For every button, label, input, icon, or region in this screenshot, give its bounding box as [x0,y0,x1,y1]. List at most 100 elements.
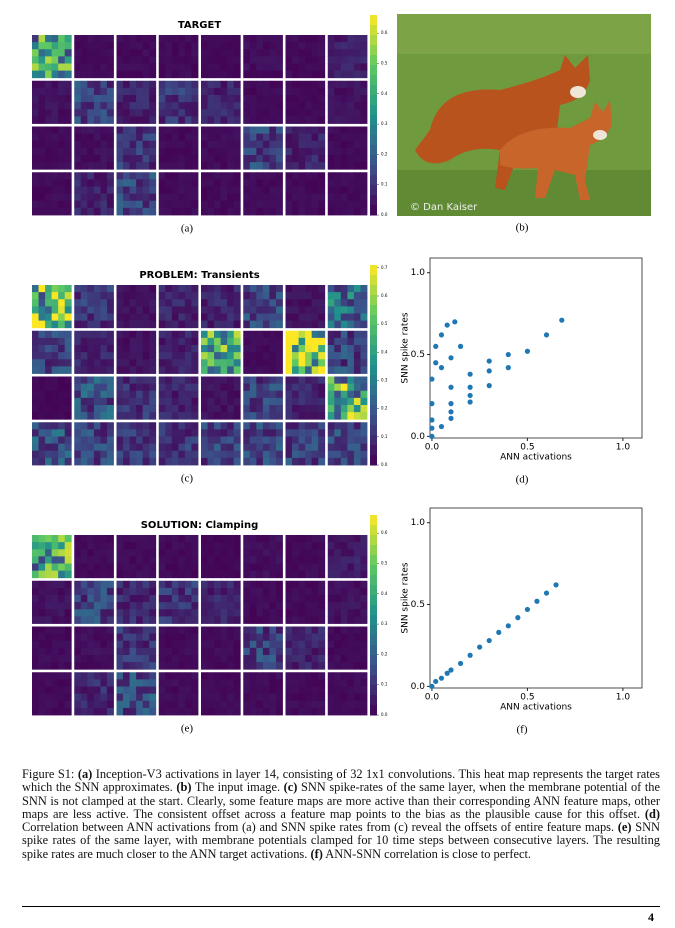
colorbar-segment [370,115,377,126]
heatmap-pixel [298,633,306,642]
heatmap-pixel [256,450,264,459]
heatmap-pixel [292,549,299,557]
heatmap-pixel [51,556,59,564]
heatmap-pixel [51,707,59,716]
heatmap-pixel [100,700,108,709]
heatmap-pixel [184,155,192,163]
heatmap-pixel [106,580,114,589]
heatmap-pixel [87,63,95,72]
heatmap-pixel [262,306,270,314]
heatmap-pixel [51,662,59,670]
heatmap-pixel [256,457,264,466]
heatmap-pixel [275,345,283,353]
heatmap-pixel [129,563,137,572]
heatmap-pixel [171,700,179,709]
heatmap-pixel [243,337,251,346]
heatmap-pixel [227,179,235,187]
heatmap-pixel [311,320,319,329]
heatmap-pixel [129,556,137,564]
heatmap-pixel [100,397,108,406]
heatmap-pixel [298,397,306,406]
colorbar-tick-label: 0.7 [381,265,388,270]
heatmap-pixel [292,443,299,452]
heatmap-pixel [207,109,215,117]
heatmap-pixel [233,647,241,656]
panel-label: (d) [516,474,529,486]
heatmap-pixel [262,580,270,589]
heatmap-pixel [165,49,173,57]
heatmap-pixel [305,299,313,307]
heatmap-pixel [214,299,222,307]
heatmap-pixel [318,313,326,322]
heatmap-pixel [292,570,299,579]
heatmap-pixel [74,49,82,57]
heatmap-pixel [305,405,313,413]
heatmap-pixel [249,436,257,445]
heatmap-pixel [201,383,208,392]
heatmap-pixel [129,436,137,445]
heatmap-pixel [214,570,222,579]
heatmap-pixel [74,102,82,110]
heatmap-pixel [298,359,306,367]
heatmap-pixel [51,186,59,195]
heatmap-pixel [136,126,144,135]
heatmap-grid [32,285,368,466]
heatmap-pixel [269,609,277,617]
heatmap-pixel [51,285,59,293]
heatmap-pixel [191,285,199,293]
colorbar-segment [370,395,377,406]
heatmap-pixel [38,133,46,142]
heatmap-pixel [327,679,335,687]
heatmap-pixel [149,390,157,399]
heatmap-pixel [129,292,137,300]
heatmap-pixel [249,285,257,293]
heatmap-pixel [136,306,144,314]
heatmap-pixel [285,299,293,307]
heatmap-pixel [116,376,124,385]
heatmap-pixel [116,602,124,610]
heatmap-pixel [129,397,137,406]
heatmap-pixel [106,383,114,392]
heatmap-pixel [178,563,186,572]
heatmap-pixel [249,63,257,72]
heatmap-pixel [249,49,257,57]
heatmap-pixel [262,345,270,353]
heatmap-pixel [285,330,293,339]
heatmap-pixel [360,87,368,96]
heatmap-pixel [256,662,264,670]
heatmap-pixel [165,95,173,103]
heatmap-pixel [360,95,368,103]
heatmap-pixel [318,116,326,124]
heatmap-pixel [262,422,270,430]
heatmap-pixel [298,429,306,437]
heatmap-pixel [318,602,326,610]
heatmap-pixel [318,563,326,572]
heatmap-pixel [360,126,368,135]
heatmap-pixel [269,542,277,550]
heatmap-pixel [201,436,208,445]
heatmap-pixel [275,172,283,180]
heatmap-pixel [58,179,66,187]
heatmap-pixel [269,345,277,353]
heatmap-pixel [136,337,144,346]
heatmap-pixel [305,457,313,466]
heatmap-pixel [256,35,264,43]
heatmap-pixel [171,457,179,466]
heatmap-pixel [334,87,342,96]
heatmap-pixel [116,609,124,617]
heatmap-pixel [171,429,179,437]
heatmap-pixel [158,95,166,103]
heatmap-pixel [80,162,88,170]
heatmap-pixel [360,563,368,572]
heatmap-pixel [106,155,114,163]
heatmap-pixel [58,397,66,406]
heatmap-pixel [58,162,66,170]
heatmap-pixel [305,602,313,610]
heatmap-pixel [285,359,293,367]
heatmap-pixel [227,359,235,367]
heatmap-pixel [275,595,283,603]
heatmap-pixel [207,320,215,329]
heatmap-pixel [298,405,306,413]
heatmap-pixel [220,200,228,209]
scatter-point [457,660,464,667]
